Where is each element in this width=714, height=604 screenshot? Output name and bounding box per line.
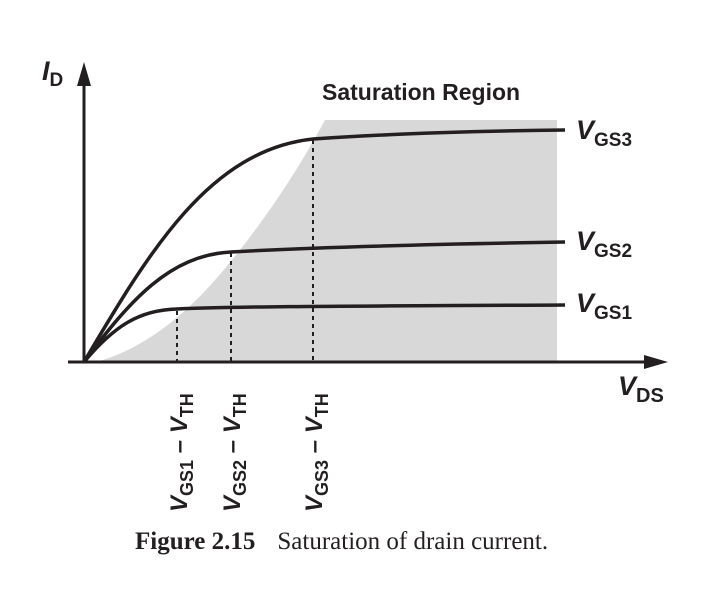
caption-text: Saturation of drain current. <box>277 528 548 555</box>
region-label: Saturation Region <box>322 79 520 105</box>
x-axis-label: VDS <box>618 371 664 407</box>
curve-label-vgs3-main: V <box>576 115 596 145</box>
curve-label-vgs1-sub: GS1 <box>594 303 632 324</box>
marker-label-gs1-sub2: TH <box>177 393 197 417</box>
marker-label-gs2-suffix: – V <box>219 415 246 460</box>
marker-label-gs1-sub: GS1 <box>177 460 197 496</box>
y-axis-arrowhead <box>77 62 91 86</box>
x-axis-label-sub: DS <box>636 385 664 407</box>
y-axis-label-sub: D <box>50 70 64 91</box>
marker-label-gs1-suffix: – V <box>166 415 193 460</box>
curve-label-vgs1-main: V <box>576 288 596 318</box>
saturation-region-shade <box>96 120 557 362</box>
marker-label-gs2: VGS2 – VTH <box>219 393 250 512</box>
marker-label-gs3-sub2: TH <box>312 393 332 417</box>
curve-label-vgs1: VGS1 <box>576 288 632 324</box>
marker-label-gs2-main: V <box>219 494 246 512</box>
curve-vgs2 <box>82 240 566 364</box>
marker-label-gs3-sub: GS3 <box>312 460 332 496</box>
marker-label-gs2-sub: GS2 <box>230 460 250 496</box>
x-axis-label-main: V <box>618 371 638 401</box>
curve-label-vgs3-sub: GS3 <box>594 130 632 151</box>
curve-vgs3 <box>82 128 566 363</box>
figure-caption: Figure 2.15 Saturation of drain current. <box>135 528 548 555</box>
marker-label-gs3: VGS3 – VTH <box>301 393 332 512</box>
y-axis-label: ID <box>42 56 63 91</box>
curve-label-vgs2: VGS2 <box>576 226 632 262</box>
curve-label-vgs2-main: V <box>576 226 596 256</box>
marker-label-gs1: VGS1 – VTH <box>166 393 197 512</box>
y-axis-label-main: I <box>42 56 50 86</box>
curve-vgs1 <box>82 303 566 364</box>
marker-label-gs3-main: V <box>301 494 328 512</box>
caption-number: Figure 2.15 <box>135 528 255 555</box>
marker-label-gs1-main: V <box>166 494 193 512</box>
curve-label-vgs2-sub: GS2 <box>594 241 632 262</box>
curve-label-vgs3: VGS3 <box>576 115 632 151</box>
x-axis-arrowhead <box>644 355 668 369</box>
marker-label-gs3-suffix: – V <box>301 415 328 460</box>
marker-label-gs2-sub2: TH <box>230 393 250 417</box>
